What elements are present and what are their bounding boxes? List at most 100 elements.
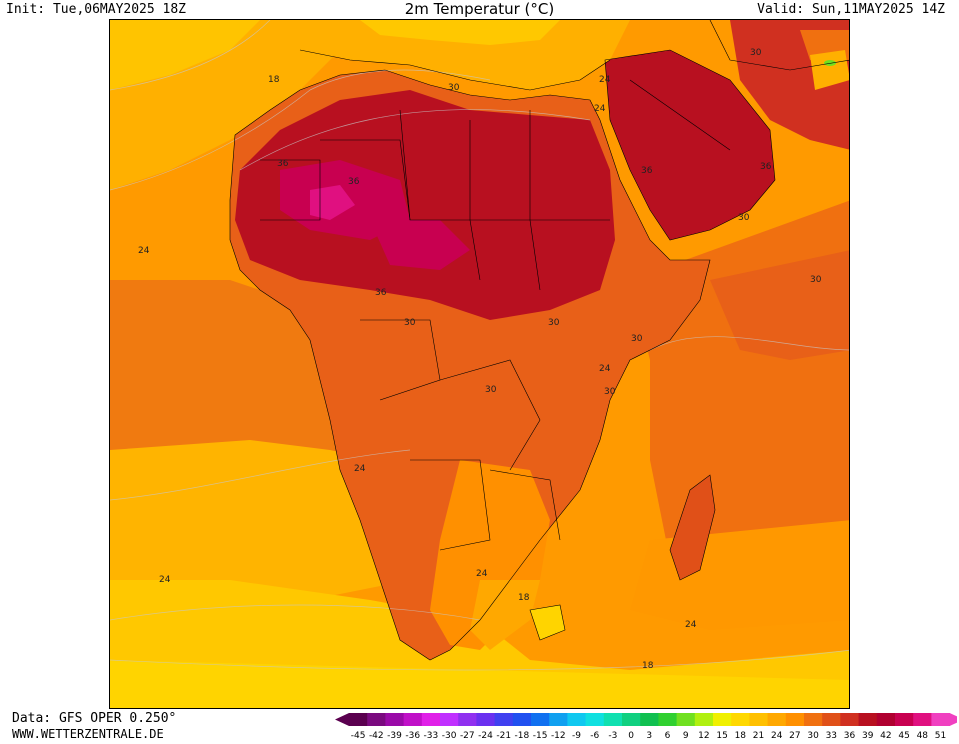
legend-swatch — [840, 713, 860, 726]
legend-swatch — [349, 713, 368, 726]
legend-swatch — [931, 713, 951, 726]
highveld-cool — [530, 605, 565, 640]
contour-label: 30 — [750, 48, 762, 58]
band-15-north-atlantic — [110, 20, 260, 90]
legend-swatch — [895, 713, 914, 726]
legend-swatch — [421, 713, 441, 726]
legend-tick-label: -45 — [351, 731, 366, 740]
data-source-label: Data: GFS OPER 0.250° — [12, 711, 177, 726]
legend-tick-label: 51 — [935, 731, 946, 740]
contour-label: 36 — [375, 288, 387, 298]
legend-swatch — [367, 713, 386, 726]
south-africa-cool — [470, 580, 540, 650]
sahara-max-spot — [310, 185, 355, 220]
legend-tick-label: -24 — [478, 731, 493, 740]
contour-label: 24 — [594, 104, 606, 114]
legend-swatch — [713, 713, 732, 726]
legend-swatch — [876, 713, 896, 726]
contour-label: 30 — [548, 318, 560, 328]
contour-label: 24 — [685, 620, 697, 630]
contour-label: 30 — [631, 334, 643, 344]
isotherm-lines — [110, 20, 849, 671]
contour-label: 36 — [277, 159, 289, 169]
temperature-map: 18 30 36 24 36 36 30 30 24 24 30 36 30 30 30 24 24 24 24 18… — [109, 19, 850, 709]
mediterranean — [300, 20, 630, 90]
legend-swatch — [549, 713, 568, 726]
valid-time-label: Valid: Sun,11MAY2025 14Z — [757, 2, 945, 17]
contour-label: 30 — [404, 318, 416, 328]
legend-swatch — [567, 713, 587, 726]
contour-label: 24 — [159, 575, 171, 585]
arabian-peninsula — [605, 50, 775, 240]
legend-tick-label: -30 — [442, 731, 457, 740]
legend-tick-label: -6 — [590, 731, 599, 740]
legend-swatch — [585, 713, 605, 726]
legend-swatch — [822, 713, 841, 726]
legend-swatch — [531, 713, 550, 726]
legend-swatch — [767, 713, 787, 726]
legend-arrow-high — [949, 713, 959, 726]
contour-label: 30 — [810, 275, 822, 285]
legend-swatch — [622, 713, 641, 726]
contour-label: 24 — [599, 364, 611, 374]
legend-swatch — [476, 713, 496, 726]
legend-swatch — [858, 713, 878, 726]
legend-swatch — [785, 713, 805, 726]
legend-tick-label: 48 — [917, 731, 929, 740]
legend-swatch — [658, 713, 678, 726]
legend-tick-label: 39 — [862, 731, 874, 740]
contour-label: 36 — [348, 177, 360, 187]
website-label: WWW.WETTERZENTRALE.DE — [12, 727, 164, 741]
contour-labels: 18 30 36 24 36 36 30 30 24 24 30 36 30 30 30 24 24 24 24 18… — [138, 48, 822, 671]
legend-arrow-low — [335, 713, 349, 726]
legend-swatch — [804, 713, 823, 726]
legend-tick-label: 15 — [716, 731, 727, 740]
contour-label: 36 — [641, 166, 653, 176]
contour-label: 30 — [738, 213, 750, 223]
legend-tick-label: 42 — [880, 731, 891, 740]
legend-swatch — [749, 713, 769, 726]
legend-tick-label: -21 — [496, 731, 511, 740]
contour-label: 30 — [604, 387, 616, 397]
caspian-cool — [810, 50, 849, 90]
sahara-hot-core — [235, 90, 615, 320]
legend-tick-label: 36 — [844, 731, 856, 740]
legend-tick-label: 0 — [628, 731, 634, 740]
legend-tick-label: 3 — [646, 731, 652, 740]
color-scale-legend: -45 -42 -39 -36 -33 -30 -27 -24 -21 -18 -15 -12 -9 -6… — [335, 712, 959, 741]
legend-swatch — [913, 713, 932, 726]
legend-tick-label: 33 — [826, 731, 837, 740]
legend-tick-label: -27 — [460, 731, 475, 740]
legend-tick-label: -12 — [551, 731, 566, 740]
legend-tick-label: 24 — [771, 731, 783, 740]
legend-swatch — [403, 713, 423, 726]
contour-label: 30 — [448, 83, 460, 93]
init-time-label: Init: Tue,06MAY2025 18Z — [6, 2, 187, 17]
contour-label: 24 — [138, 246, 150, 256]
legend-tick-label: -42 — [369, 731, 384, 740]
legend-swatch — [603, 713, 623, 726]
legend-swatch — [731, 713, 750, 726]
color-scale-bar: -45 -42 -39 -36 -33 -30 -27 -24 -21 -18 -15 -12 -9 -6… — [335, 713, 959, 741]
legend-swatch — [694, 713, 714, 726]
legend-tick-label: 9 — [683, 731, 689, 740]
band-15-south — [110, 660, 849, 708]
contour-label: 36 — [760, 162, 772, 172]
contour-label: 24 — [599, 75, 611, 85]
legend-tick-label: -33 — [424, 731, 439, 740]
legend-swatch — [440, 713, 459, 726]
legend-tick-label: -36 — [405, 731, 420, 740]
legend-tick-label: -9 — [572, 731, 581, 740]
legend-swatch — [676, 713, 696, 726]
contour-label: 24 — [476, 569, 488, 579]
legend-tick-label: 6 — [665, 731, 671, 740]
legend-tick-label: -18 — [515, 731, 530, 740]
legend-tick-label: 27 — [789, 731, 800, 740]
legend-tick-label: -3 — [608, 731, 617, 740]
contour-label: 18 — [642, 661, 654, 671]
legend-swatch — [512, 713, 532, 726]
contour-label: 18 — [518, 593, 530, 603]
madagascar — [670, 475, 715, 580]
country-borders — [229, 20, 849, 661]
sahara-max-central — [370, 220, 470, 270]
